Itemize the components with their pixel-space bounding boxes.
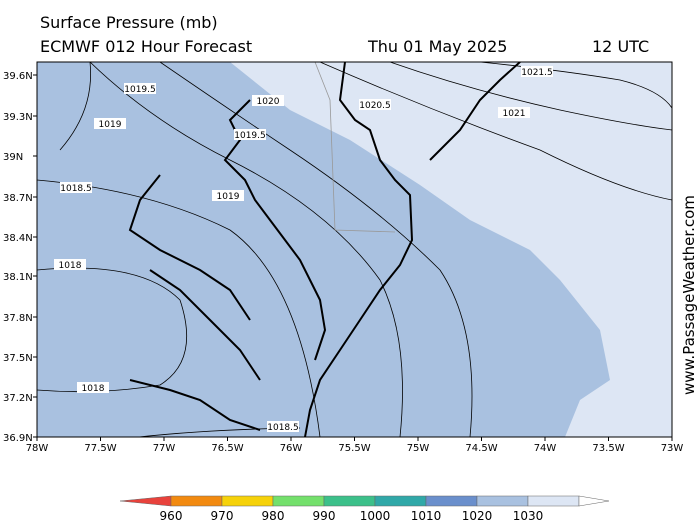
contour-label-bg — [94, 118, 126, 129]
lat-label: 39.3N — [3, 112, 33, 123]
colorbar-label: 980 — [262, 509, 285, 523]
pressure-fill-high — [210, 62, 672, 437]
colorbar-label: 1030 — [513, 509, 544, 523]
contour-label-bg — [234, 129, 266, 140]
lon-label: 76.5W — [211, 443, 243, 454]
lat-label: 37.5N — [3, 353, 33, 364]
contour-label: 1021 — [503, 109, 526, 119]
lon-label: 78W — [26, 443, 49, 454]
contour-label-bg — [60, 182, 92, 193]
contour-label: 1020 — [257, 97, 280, 107]
lon-label: 73W — [661, 443, 684, 454]
contour-labels: 1021.5 1020.5 1021 1019.5 1019 1020 1019.5 1018… — [54, 66, 553, 433]
contour-label: 1019.5 — [234, 131, 266, 141]
contour-label: 1019 — [217, 192, 240, 202]
contour-label: 1020.5 — [359, 101, 391, 111]
colorbar-end — [578, 495, 610, 507]
contour-label-bg — [521, 66, 553, 77]
model: ECMWF 012 Hour Forecast — [40, 37, 252, 56]
lon-label: 76W — [280, 443, 303, 454]
contour-label: 1019 — [99, 120, 122, 130]
colorbar-segment — [272, 495, 325, 507]
colorbar-label: 1020 — [462, 509, 493, 523]
colorbar-label: 990 — [313, 509, 336, 523]
lat-label: 38.7N — [3, 193, 33, 204]
colorbar-segment — [527, 495, 580, 507]
colorbar-start — [119, 495, 172, 507]
colorbar-segment — [425, 495, 478, 507]
lat-label: 39.6N — [3, 71, 33, 82]
colorbar-segment — [374, 495, 427, 507]
contour-label: 1019.5 — [124, 85, 156, 95]
contour-label: 1018 — [82, 384, 105, 394]
lon-label: 74W — [534, 443, 557, 454]
colorbar-label: 1000 — [360, 509, 391, 523]
lat-label: 36.9N — [3, 433, 33, 444]
contour-label-bg — [498, 107, 530, 118]
contour-label-bg — [359, 99, 391, 110]
contour-label-bg — [252, 95, 284, 106]
lon-label: 75.5W — [338, 443, 370, 454]
lon-label: 74.5W — [465, 443, 497, 454]
lat-label: 39N — [3, 152, 23, 163]
watermark: www.PassageWeather.com — [680, 195, 698, 395]
colorbar-segment — [476, 495, 529, 507]
date: Thu 01 May 2025 — [367, 37, 507, 56]
colorbar-segment — [221, 495, 274, 507]
lat-label: 37.2N — [3, 393, 33, 404]
colorbar-segment — [170, 495, 223, 507]
colorbar: 960 970 980 990 1000 1010 1020 1030 — [119, 495, 610, 523]
lat-label: 38.4N — [3, 233, 33, 244]
contour-label-bg — [54, 259, 86, 270]
contour-label: 1018.5 — [267, 423, 299, 433]
lon-label: 77W — [153, 443, 176, 454]
colorbar-segment — [323, 495, 376, 507]
axis-labels: 39.6N 39.3N 39N 38.7N 38.4N 38.1N 37.8N 37.5N 37… — [3, 71, 683, 454]
lon-label: 75W — [407, 443, 430, 454]
title: Surface Pressure (mb) — [40, 13, 218, 32]
contour-label-bg — [77, 382, 109, 393]
lon-label: 73.5W — [592, 443, 624, 454]
state-border — [314, 62, 396, 233]
contour-label: 1018 — [59, 261, 82, 271]
lat-label: 38.1N — [3, 272, 33, 283]
lat-label: 37.8N — [3, 313, 33, 324]
contour-label: 1018.5 — [60, 184, 92, 194]
contour-label-bg — [124, 83, 156, 94]
contour-label-bg — [267, 421, 299, 432]
time: 12 UTC — [592, 37, 649, 56]
colorbar-label: 960 — [160, 509, 183, 523]
colorbar-label: 1010 — [411, 509, 442, 523]
colorbar-label: 970 — [211, 509, 234, 523]
lon-label: 77.5W — [84, 443, 116, 454]
contour-label-bg — [212, 190, 244, 201]
map-area: 1021.5 1020.5 1021 1019.5 1019 1020 1019.5 1018… — [37, 62, 672, 437]
contour-label: 1021.5 — [521, 68, 553, 78]
